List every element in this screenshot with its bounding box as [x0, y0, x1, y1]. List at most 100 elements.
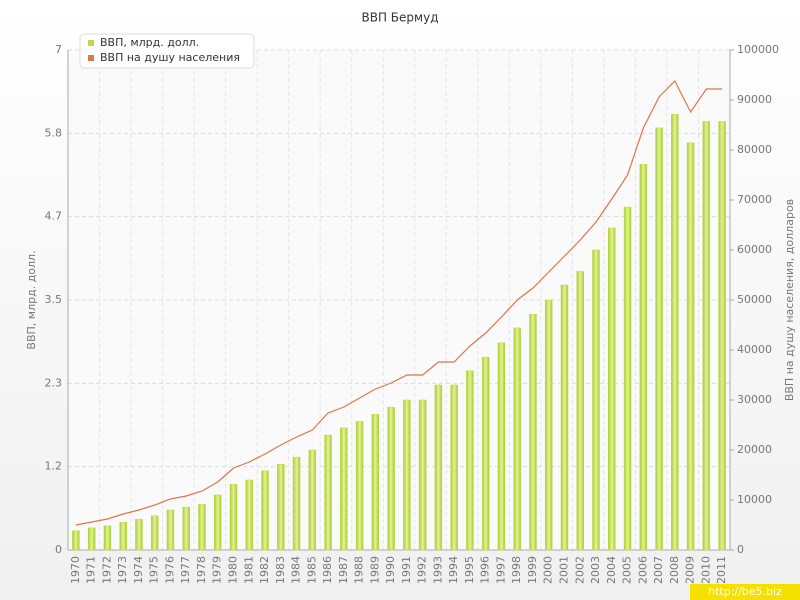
y2-tick-label: 70000: [737, 193, 772, 206]
bar: [686, 142, 695, 551]
bar: [182, 506, 190, 551]
legend-box: [79, 33, 255, 69]
bar: [544, 299, 553, 551]
chart-title: ВВП Бермуд: [362, 11, 439, 25]
x-tick-label: 1987: [337, 556, 350, 584]
y2-tick-label: 40000: [737, 343, 772, 356]
legend: ВВП, млрд. долл. ВВП на душу населения: [79, 33, 255, 69]
x-tick-label: 2000: [542, 556, 555, 584]
x-tick-label: 1981: [242, 556, 255, 584]
bar: [434, 384, 443, 551]
bar: [245, 479, 254, 551]
bar: [308, 449, 317, 551]
bar: [576, 271, 585, 551]
x-tick-label: 1990: [384, 556, 397, 584]
x-tick-label: 1999: [526, 556, 539, 584]
bar: [324, 434, 332, 551]
x-tick-label: 1972: [100, 556, 113, 584]
bar: [655, 127, 663, 551]
x-tick-label: 2008: [668, 556, 681, 584]
bar: [592, 249, 600, 551]
x-tick-label: 2005: [621, 556, 634, 584]
y-tick-label: 1.2: [45, 460, 63, 473]
bar: [229, 484, 238, 551]
bar: [72, 530, 80, 551]
bar: [513, 327, 521, 551]
y2-tick-label: 50000: [737, 293, 772, 306]
legend-label: ВВП, млрд. долл.: [100, 36, 199, 49]
x-tick-label: 1995: [463, 556, 476, 584]
x-tick-label: 2002: [573, 556, 586, 584]
x-tick-label: 1977: [179, 556, 192, 584]
bar: [481, 356, 490, 551]
bar: [718, 121, 726, 551]
x-tick-label: 1970: [69, 556, 82, 584]
x-tick-label: 1982: [258, 556, 271, 584]
x-tick-label: 1988: [353, 556, 366, 584]
bar: [119, 521, 127, 551]
bar: [403, 399, 411, 551]
watermark: http://be5.biz: [708, 585, 782, 598]
bar: [150, 515, 159, 551]
y-tick-label: 4.7: [45, 210, 63, 223]
y2-tick-label: 30000: [737, 393, 772, 406]
x-tick-label: 2011: [715, 556, 728, 584]
y2-tick-label: 20000: [737, 443, 772, 456]
bar: [261, 470, 269, 551]
x-tick-label: 1971: [85, 556, 98, 584]
x-tick-label: 1992: [416, 556, 429, 584]
bar: [623, 206, 632, 551]
x-tick-label: 1996: [479, 556, 492, 584]
bar: [497, 342, 506, 551]
legend-swatch: [88, 55, 94, 61]
bar: [87, 527, 96, 551]
y-tick-label: 0: [55, 543, 62, 556]
x-tick-label: 2009: [684, 556, 697, 584]
bar: [292, 456, 301, 551]
x-tick-label: 2007: [652, 556, 665, 584]
x-tick-label: 1983: [274, 556, 287, 584]
x-tick-label: 1986: [321, 556, 334, 584]
x-tick-label: 1974: [132, 556, 145, 584]
x-tick-label: 1973: [116, 556, 129, 584]
y2-axis-label: ВВП на душу населения, долларов: [783, 199, 796, 401]
bar: [418, 399, 427, 551]
x-tick-label: 1984: [290, 556, 303, 584]
bar: [371, 414, 380, 551]
y2-tick-label: 80000: [737, 143, 772, 156]
y2-tick-label: 0: [737, 543, 744, 556]
x-tick-label: 2003: [589, 556, 602, 584]
x-tick-label: 2001: [558, 556, 571, 584]
x-tick-label: 1991: [400, 556, 413, 584]
bar: [277, 464, 285, 551]
x-tick-label: 1997: [494, 556, 507, 584]
x-tick-label: 1978: [195, 556, 208, 584]
bar: [560, 284, 569, 551]
bar: [340, 427, 348, 551]
bar: [355, 421, 364, 551]
x-tick-label: 1985: [305, 556, 318, 584]
x-tick-label: 2006: [636, 556, 649, 584]
y-tick-label: 3.5: [45, 293, 63, 306]
x-tick-label: 1994: [447, 556, 460, 584]
x-tick-label: 1980: [227, 556, 240, 584]
bar: [213, 494, 222, 551]
x-tick-label: 1993: [431, 556, 444, 584]
x-tick-label: 1979: [211, 556, 224, 584]
bar: [466, 370, 474, 551]
x-tick-label: 1976: [163, 556, 176, 584]
bar: [103, 525, 112, 551]
x-tick-label: 1998: [510, 556, 523, 584]
bar: [198, 504, 206, 551]
y2-tick-label: 90000: [737, 93, 772, 106]
watermark-bg: [690, 584, 800, 600]
y2-tick-label: 100000: [737, 43, 779, 56]
bar: [166, 509, 175, 551]
y2-tick-label: 60000: [737, 243, 772, 256]
line: [75, 79, 723, 526]
bar: [639, 164, 648, 551]
y-axis-label: ВВП, млрд. долл.: [25, 250, 38, 349]
x-tick-label: 1975: [148, 556, 161, 584]
